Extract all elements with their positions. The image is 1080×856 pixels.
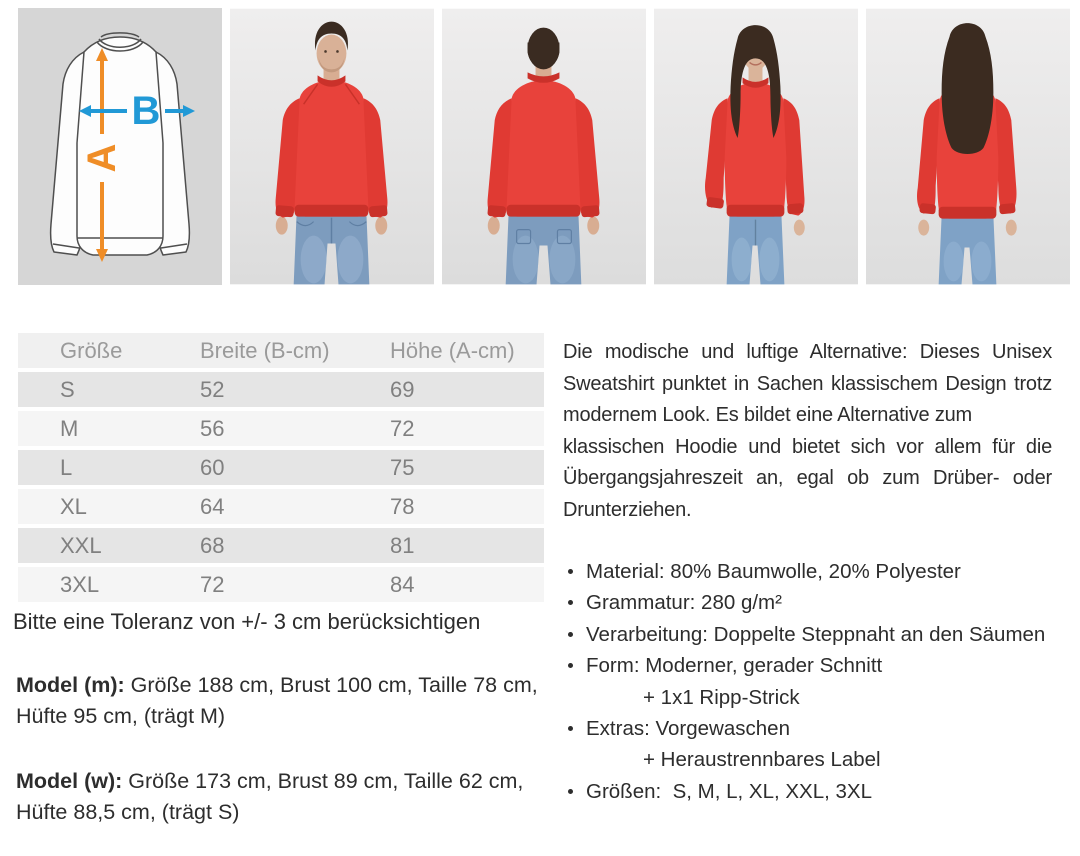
sweatshirt [705,77,805,217]
product-images-strip: A B [18,8,1074,285]
width-cell: 60 [200,454,225,480]
detail-item: Größen: S, M, L, XL, XXL, 3XL [563,776,1063,807]
description-paragraph-2: klassischen Hoodie und bietet sich vor a… [563,435,1052,521]
head [314,21,349,73]
detail-text: Verarbeitung: Doppelte Steppnaht an den … [586,622,1046,646]
model-w-text: Größe 173 cm, Brust 89 cm, Taille 62 cm,… [16,769,524,824]
detail-item: Form: Moderner, gerader Schnitt + 1x1 Rip… [563,650,1063,713]
width-cell: 56 [200,415,225,441]
height-cell: 81 [390,532,415,558]
detail-item: Extras: Vorgewaschen + Heraustrennbares L… [563,713,1063,776]
size-cell: XL [60,493,87,519]
size-table-row-XL: XL 64 78 [18,489,544,524]
jeans [726,213,785,285]
sweatshirt [487,72,600,218]
tolerance-note: Bitte eine Toleranz von +/- 3 cm berücks… [13,609,481,634]
detail-item: Verarbeitung: Doppelte Steppnaht an den … [563,619,1063,650]
size-table-row-L: L 60 75 [18,450,544,485]
bullet-icon [568,569,573,574]
head [527,27,560,70]
photo-man-front [230,8,434,285]
height-cell: 84 [390,571,415,597]
detail-subtext: + Heraustrennbares Label [643,748,881,772]
detail-item: Grammatur: 280 g/m² [563,587,1063,618]
jeans [505,211,582,285]
detail-text: Form: Moderner, gerader Schnitt [586,654,883,678]
width-cell: 72 [200,571,225,597]
description-paragraph-1: Die modische und luftige Alternative: Di… [563,341,1052,427]
size-table-row-XXL: XXL 68 81 [18,528,544,563]
jeans [293,211,370,285]
width-cell: 52 [200,376,225,402]
hand-left [918,219,930,236]
hand-right [587,216,600,235]
photo-man-back [442,8,646,285]
bullet-icon [568,726,573,732]
hand-left [487,216,500,235]
detail-text: Grammatur: 280 g/m² [586,591,782,615]
model-w-info: Model (w): Größe 173 cm, Brust 89 cm, Ta… [16,766,564,828]
product-details-list: Material: 80% Baumwolle, 20% Polyester Gr… [563,556,1063,807]
measure-arrow-a [96,48,108,262]
detail-item: Material: 80% Baumwolle, 20% Polyester [563,556,1063,587]
hand-left [275,216,288,235]
header-height: Höhe (A-cm) [390,337,515,363]
bullet-icon [568,600,573,606]
head [730,25,781,139]
model-m-label: Model (m): [16,673,125,697]
header-size: Größe [60,337,123,363]
sweatshirt [275,75,388,218]
size-table-row-3XL: 3XL 72 84 [18,567,544,602]
width-cell: 64 [200,493,225,519]
height-cell: 69 [390,376,415,402]
size-table-row-M: M 56 72 [18,411,544,446]
detail-text: Extras: Vorgewaschen [586,717,790,741]
model-w-label: Model (w): [16,769,123,793]
hair [941,23,994,154]
size-cell: S [60,376,75,402]
bullet-icon [568,631,573,637]
size-cell: M [60,415,79,441]
detail-text: Größen: S, M, L, XL, XXL, 3XL [586,779,872,803]
size-table-body: S 52 69 M 56 72 L 60 75 XL 64 78 XXL 68 81 3XL 72 84 [18,372,544,602]
model-m-text: Größe 188 cm, Brust 100 cm, Taille 78 cm… [16,673,538,728]
header-width: Breite (B-cm) [200,337,330,363]
height-cell: 78 [390,493,415,519]
measure-arrow-b [79,105,195,117]
size-cell: 3XL [60,571,100,597]
product-description: Die modische und luftige Alternative: Di… [563,337,1052,527]
man-back-photo [442,8,646,285]
hand-right [1005,219,1017,236]
man-front-photo [230,8,434,285]
size-cell: XXL [60,532,102,558]
photo-woman-back [866,8,1070,285]
bullet-icon [568,788,573,794]
height-cell: 72 [390,415,415,441]
height-cell: 75 [390,454,415,480]
size-cell: L [60,454,73,480]
size-diagram-tile: A B [18,8,222,285]
size-table-header: Größe Breite (B-cm) Höhe (A-cm) [18,333,544,368]
model-m-info: Model (m): Größe 188 cm, Brust 100 cm, T… [16,670,564,732]
width-cell: 68 [200,532,225,558]
bullet-icon [568,663,573,669]
hand-right [793,219,805,236]
sweatshirt-outline [49,32,191,256]
photo-woman-front [654,8,858,285]
woman-back-photo [866,8,1070,285]
hair [730,25,781,139]
measure-label-a: A [80,144,124,173]
hand-right [375,216,388,235]
size-table: Größe Breite (B-cm) Höhe (A-cm) S 52 69 M 56… [18,333,544,606]
size-diagram: A B [18,8,222,285]
size-table-row-S: S 52 69 [18,372,544,407]
measure-label-b: B [132,89,161,133]
detail-text: Material: 80% Baumwolle, 20% Polyester [586,560,961,583]
detail-subtext: + 1x1 Ripp-Strick [643,685,800,709]
jeans [938,215,997,285]
woman-front-photo [654,8,858,285]
